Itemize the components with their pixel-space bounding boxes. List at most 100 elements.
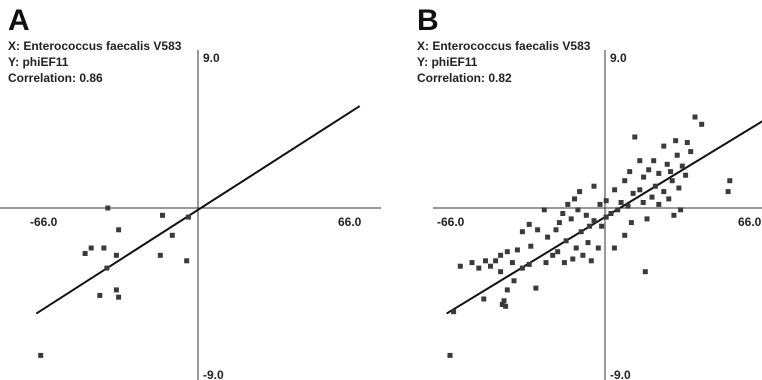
- scatter-point: [656, 170, 662, 176]
- scatter-point: [514, 247, 520, 253]
- scatter-point: [622, 178, 628, 184]
- scatter-point: [692, 114, 698, 120]
- scatter-point: [615, 207, 621, 213]
- scatter-point: [627, 169, 633, 175]
- scatter-point: [664, 161, 670, 167]
- scatter-point: [632, 134, 638, 140]
- scatter-point: [641, 174, 647, 180]
- panel-a-points: [38, 205, 191, 358]
- scatter-point: [493, 258, 499, 264]
- scatter-point: [116, 227, 122, 233]
- scatter-point: [612, 187, 618, 193]
- scatter-point: [656, 201, 662, 207]
- scatter-point: [104, 265, 110, 271]
- scatter-point: [585, 240, 591, 246]
- scatter-point: [597, 201, 603, 207]
- scatter-point: [628, 220, 634, 226]
- scatter-point: [447, 352, 453, 358]
- scatter-point: [555, 249, 561, 255]
- scatter-point: [511, 278, 517, 284]
- scatter-point: [652, 183, 658, 189]
- scatter-point: [622, 232, 628, 238]
- panel-a: A X: Enterococcus faecalis V583 Y: phiEF…: [0, 4, 381, 380]
- scatter-point: [595, 245, 601, 251]
- scatter-point: [637, 187, 643, 193]
- panel-b-tick-xmax: 66.0: [738, 215, 762, 229]
- scatter-point: [553, 227, 559, 233]
- scatter-point: [38, 352, 44, 358]
- scatter-point: [545, 234, 551, 240]
- scatter-point: [533, 285, 539, 291]
- scatter-point: [683, 172, 689, 178]
- scatter-point: [674, 152, 680, 158]
- panel-b-tick-ymin: -9.0: [610, 368, 631, 380]
- scatter-point: [630, 190, 636, 196]
- scatter-point: [82, 251, 88, 256]
- scatter-point: [501, 298, 507, 304]
- scatter-point: [644, 216, 650, 222]
- scatter-point: [603, 198, 609, 204]
- scatter-point: [101, 245, 107, 251]
- panel-b-plot: -66.0 66.0 9.0 -9.0: [433, 50, 762, 380]
- scatter-point: [509, 260, 515, 266]
- scatter-point: [673, 138, 679, 144]
- scatter-point: [580, 252, 586, 258]
- panel-b: B X: Enterococcus faecalis V583 Y: phiEF…: [381, 0, 762, 380]
- scatter-point: [519, 229, 525, 235]
- scatter-point: [642, 269, 648, 275]
- scatter-point: [469, 260, 475, 266]
- scatter-point: [113, 252, 119, 258]
- scatter-point: [535, 227, 541, 233]
- scatter-point: [476, 265, 482, 271]
- scatter-point: [661, 189, 667, 195]
- panel-a-y-line: Y: phiEF11: [8, 55, 69, 69]
- scatter-point: [481, 296, 487, 302]
- scatter-point: [578, 229, 584, 235]
- panel-b-x-line: X: Enterococcus faecalis V583: [417, 39, 591, 53]
- panel-b-tick-ymax: 9.0: [610, 51, 627, 65]
- scatter-point: [526, 261, 532, 267]
- scatter-point: [561, 260, 567, 266]
- panel-a-tick-xmax: 66.0: [338, 215, 362, 229]
- scatter-point: [575, 207, 581, 213]
- scatter-point: [588, 258, 594, 264]
- scatter-point: [603, 214, 609, 220]
- panel-a-tick-ymin: -9.0: [203, 368, 224, 380]
- scatter-point: [504, 287, 510, 293]
- scatter-point: [563, 238, 569, 244]
- panel-a-correlation: Correlation: 0.86: [8, 71, 103, 85]
- scatter-point: [671, 212, 677, 218]
- scatter-point: [611, 245, 617, 251]
- scatter-point: [570, 256, 576, 262]
- panel-b-letter: B: [417, 4, 439, 37]
- scatter-point: [543, 260, 549, 266]
- scatter-point: [568, 216, 574, 222]
- scatter-point: [591, 218, 597, 224]
- panel-a-info: X: Enterococcus faecalis V583 Y: phiEF11…: [8, 38, 181, 86]
- scatter-point: [591, 183, 597, 189]
- scatter-point: [699, 121, 705, 127]
- panel-a-letter: A: [8, 4, 30, 37]
- scatter-point: [587, 223, 593, 229]
- scatter-point: [727, 178, 733, 184]
- scatter-point: [608, 211, 614, 216]
- scatter-point: [113, 287, 119, 293]
- scatter-point: [488, 263, 493, 269]
- scatter-point: [541, 207, 547, 213]
- scatter-point: [676, 185, 682, 191]
- scatter-point: [669, 178, 675, 184]
- scatter-point: [550, 252, 556, 258]
- scatter-point: [97, 292, 103, 298]
- scatter-point: [666, 196, 672, 202]
- scatter-point: [499, 302, 505, 307]
- scatter-point: [105, 205, 111, 211]
- panel-b-correlation: Correlation: 0.82: [417, 71, 512, 85]
- scatter-point: [637, 158, 643, 164]
- scatter-point: [599, 223, 605, 229]
- scatter-point: [668, 169, 673, 175]
- scatter-point: [504, 249, 510, 255]
- scatter-point: [503, 303, 509, 309]
- scatter-point: [451, 309, 457, 315]
- panel-a-plot: -66.0 66.0 9.0 -9.0: [0, 50, 381, 380]
- scatter-point: [483, 258, 488, 264]
